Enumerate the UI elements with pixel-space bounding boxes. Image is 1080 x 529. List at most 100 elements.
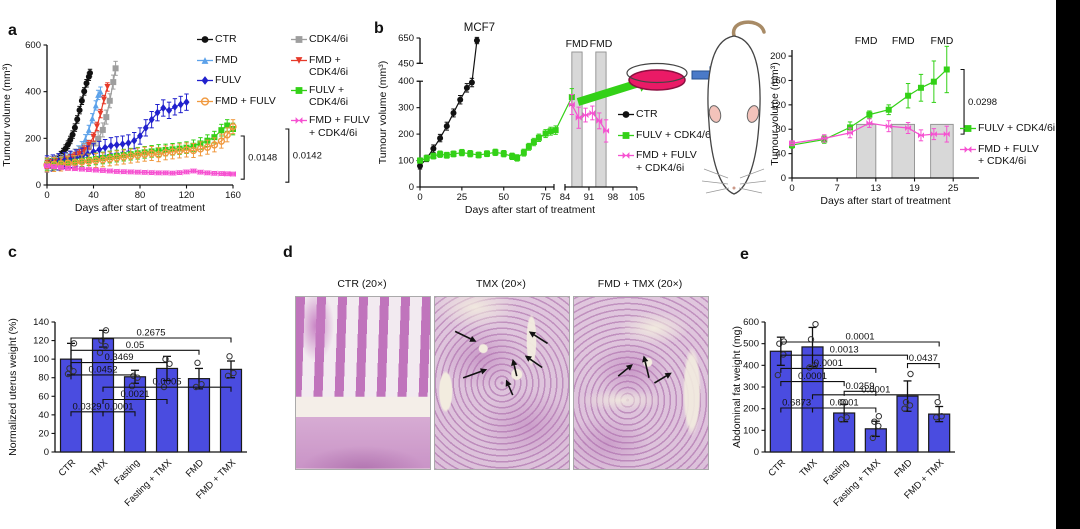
legend-item: FMD + FULV + CDK4/6i [291,114,377,139]
triangle-icon [197,55,215,70]
svg-text:160: 160 [770,75,786,86]
uterus-weight-bar-chart: 0 20 40 60 80 100 120 140 Normalized uterus weig… [7,317,247,509]
legend-label: FULV [215,74,242,87]
svg-text:400: 400 [398,76,414,87]
legend-label: FMD + FULV + CDK4/6i [309,113,370,139]
legend-item: FMD + CDK4/6i [291,54,377,79]
svg-text:TMX: TMX [798,457,820,479]
svg-text:MCF7: MCF7 [464,22,495,34]
histology-title-fmd-tmx: FMD + TMX (20×) [597,278,683,290]
svg-text:0.05: 0.05 [126,340,145,351]
svg-text:0: 0 [754,447,759,458]
svg-text:19: 19 [909,183,920,194]
square-icon [291,34,309,49]
svg-text:84: 84 [560,192,571,203]
svg-text:300: 300 [398,103,414,114]
svg-text:0.0001: 0.0001 [845,332,874,343]
svg-text:200: 200 [770,51,786,62]
svg-text:FMD: FMD [855,35,878,47]
svg-text:0: 0 [36,180,41,191]
histology-title-ctr: CTR (20×) [337,278,387,290]
legend-label: FMD + FULV + CDK4/6i [636,149,697,174]
svg-text:105: 105 [629,192,645,203]
legend-panel-b-right: FULV + CDK4/6i FMD + FULV + CDK4/6i [960,122,1070,173]
svg-text:450: 450 [398,58,414,69]
legend-item: FMD + FULV [197,95,283,111]
svg-text:120: 120 [33,336,49,347]
svg-text:FMD: FMD [184,457,206,479]
histology-image-tmx [434,296,570,470]
svg-text:300: 300 [743,382,759,393]
svg-text:75: 75 [540,192,551,203]
circle-icon [618,109,636,124]
diamond-icon [197,75,215,90]
svg-text:0.0001: 0.0001 [814,358,843,369]
histology-panel: CTR (20×) TMX (20×) FMD + TMX (20×) [270,240,715,470]
legend-item: FULV + CDK4/6i [960,122,1070,138]
legend-label: FULV + CDK4/6i [309,83,349,109]
svg-text:20: 20 [38,428,49,439]
svg-text:0: 0 [781,173,786,184]
svg-text:0.0001: 0.0001 [104,401,133,412]
bowtie-icon [291,115,309,130]
svg-text:0.3469: 0.3469 [104,352,133,363]
svg-text:0.0148: 0.0148 [248,153,277,164]
histology-figure-tmx: TMX (20×) [434,278,570,470]
svg-text:25: 25 [457,192,468,203]
square-icon [960,123,978,138]
legend-item: FULV [197,74,283,90]
square-icon [291,85,309,100]
svg-text:100: 100 [743,425,759,436]
svg-text:91: 91 [584,192,595,203]
legend-panel-b-left: CTR FULV + CDK4/6i FMD + FULV + CDK4/6i [618,108,723,179]
legend-item: FULV + CDK4/6i [291,84,377,109]
legend-label: CDK4/6i [309,33,349,45]
histology-figure-fmd-tmx: FMD + TMX (20×) [573,278,709,470]
legend-label: CTR [636,108,658,120]
svg-text:Fasting: Fasting [821,457,851,487]
circle-open-icon [197,96,215,111]
legend-label: FULV + CDK4/6i [978,122,1056,134]
svg-text:25: 25 [948,183,959,194]
legend-label: FMD + FULV + CDK4/6i [978,142,1039,168]
legend-item: FULV + CDK4/6i [618,129,723,145]
svg-text:Days after start of treatment: Days after start of treatment [820,195,950,207]
histology-figure-ctr: CTR (20×) [295,278,431,470]
svg-text:FMD: FMD [931,35,954,47]
svg-text:200: 200 [743,404,759,415]
legend-label: FMD [215,53,238,66]
panel-d-label: d [283,244,293,261]
svg-text:40: 40 [88,190,99,201]
svg-text:100: 100 [398,156,414,167]
svg-text:0: 0 [44,447,49,458]
svg-text:Normalized uterus weight (%): Normalized uterus weight (%) [7,318,19,456]
svg-text:600: 600 [743,317,759,328]
svg-text:0: 0 [789,183,794,194]
bowtie-icon [960,144,978,159]
svg-text:0.0021: 0.0021 [120,389,149,400]
svg-text:TMX: TMX [88,457,110,479]
svg-text:0.0005: 0.0005 [152,377,181,388]
svg-text:0.0452: 0.0452 [88,364,117,375]
circle-icon [197,34,215,49]
svg-text:0.0259: 0.0259 [845,381,874,392]
panel-e-label: e [740,246,749,263]
legend-item: CTR [618,108,723,124]
svg-text:0.0013: 0.0013 [830,345,859,356]
svg-text:40: 40 [38,410,49,421]
panel-b-label: b [374,20,384,37]
svg-text:650: 650 [398,33,414,44]
triangle-down-icon [291,55,309,70]
svg-text:0: 0 [409,182,414,193]
svg-text:400: 400 [25,87,41,98]
fmd-cycles-tumour-volume-chart: FMD FMD FMD 0 7 13 19 25 0 40 80 120 160 200 Days afte… [769,35,997,207]
legend-label: FULV + CDK4/6i [636,128,714,141]
svg-text:Tumour volume (mm³): Tumour volume (mm³) [769,62,781,165]
legend-item: CDK4/6i [291,33,377,49]
svg-text:FMD: FMD [590,38,613,50]
svg-text:200: 200 [25,133,41,144]
mcf7-tumour-volume-chart: FMD FMD 0 25 50 75 84 91 98 105 0 100 200 300 400 450 65… [377,22,645,216]
svg-text:0.0001: 0.0001 [830,398,859,409]
panel-c-label: c [8,244,17,261]
